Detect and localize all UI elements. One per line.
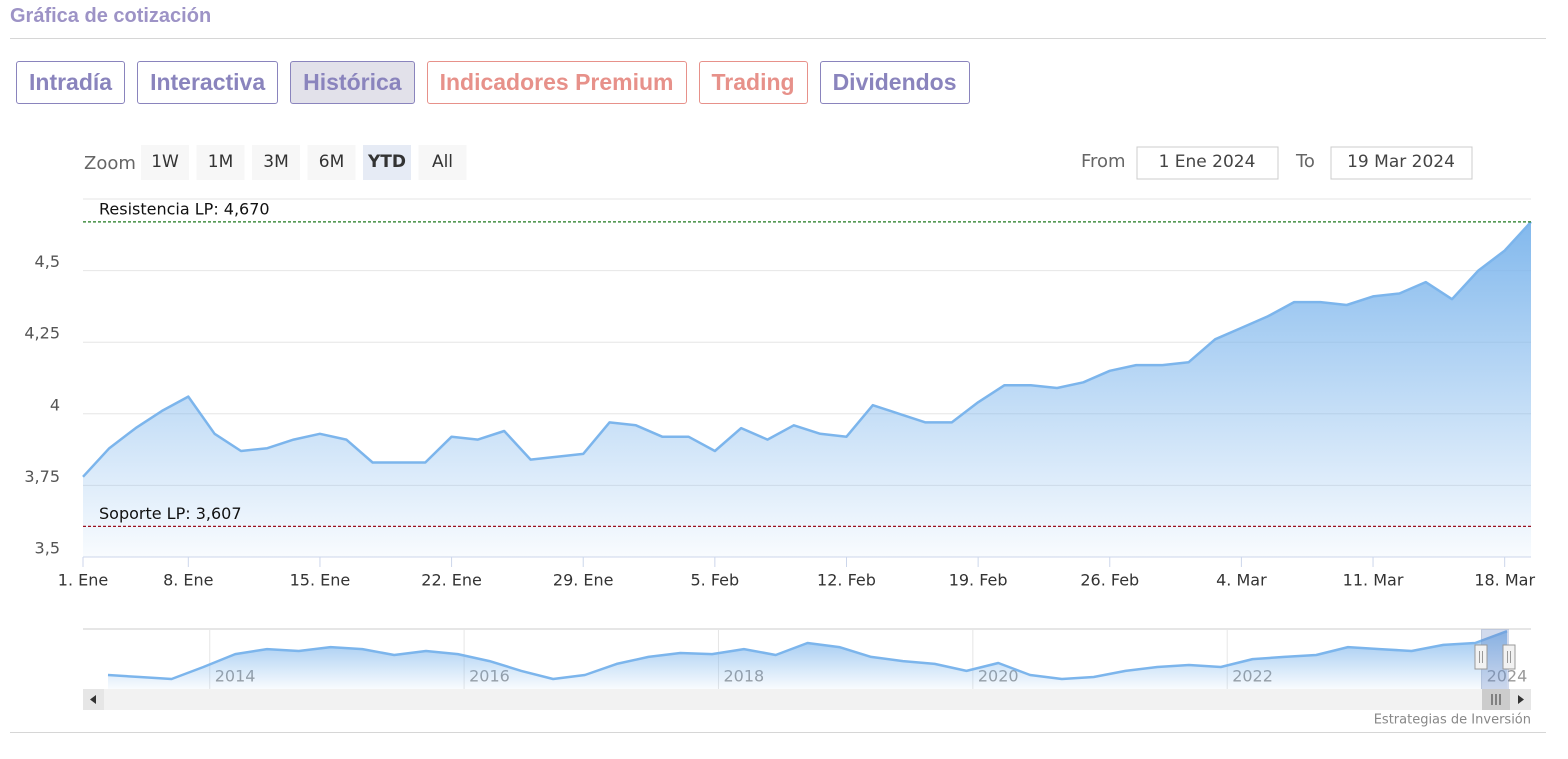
x-tick-label: 12. Feb xyxy=(817,571,876,590)
range-button-label[interactable]: 6M xyxy=(319,152,344,172)
to-label: To xyxy=(1295,151,1315,172)
range-button[interactable] xyxy=(307,145,356,180)
range-button-label[interactable]: All xyxy=(432,152,453,172)
date-input[interactable] xyxy=(1330,146,1473,180)
x-tick-label: 15. Ene xyxy=(290,571,351,590)
scrollbar-arrow xyxy=(90,695,96,704)
x-tick-label: 4. Mar xyxy=(1216,571,1267,590)
range-button-label[interactable]: YTD xyxy=(367,152,406,172)
x-tick-label: 29. Ene xyxy=(553,571,614,590)
credits: Estrategias de Inversión xyxy=(1374,713,1531,728)
x-tick-label: 18. Mar xyxy=(1474,571,1535,590)
y-tick-label: 3,5 xyxy=(35,539,60,558)
y-tick-label: 4,5 xyxy=(35,252,60,271)
y-tick-label: 4,25 xyxy=(24,324,60,343)
range-button-label[interactable]: 3M xyxy=(263,152,288,172)
navigator-handle[interactable] xyxy=(1502,644,1516,670)
tab[interactable]: Histórica xyxy=(290,61,415,104)
range-button[interactable] xyxy=(363,145,411,180)
tab[interactable]: Trading xyxy=(698,61,808,104)
x-tick-label: 1. Ene xyxy=(58,571,108,590)
tab[interactable]: Dividendos xyxy=(819,61,970,104)
y-tick-label: 4 xyxy=(50,395,60,414)
range-button[interactable] xyxy=(141,145,189,180)
x-tick-label: 22. Ene xyxy=(421,571,482,590)
price-line xyxy=(82,221,1532,478)
to-date: 19 Mar 2024 xyxy=(1347,152,1455,172)
plot-line-label: Soporte LP: 3,607 xyxy=(99,504,242,523)
price-area xyxy=(83,221,1531,557)
page-title: Gráfica de cotización xyxy=(10,5,212,27)
from-label: From xyxy=(1081,151,1126,172)
tab[interactable]: Indicadores Premium xyxy=(426,61,687,104)
scrollbar-arrow xyxy=(1518,695,1524,704)
y-tick-label: 3,75 xyxy=(24,467,60,486)
tab-bar: Intradía Interactiva Histórica Indicadores … xyxy=(16,61,970,104)
x-tick-label: 8. Ene xyxy=(163,571,213,590)
tab[interactable]: Intradía xyxy=(16,61,126,104)
tab[interactable]: Interactiva xyxy=(137,61,279,104)
x-tick-label: 11. Mar xyxy=(1343,571,1404,590)
range-button[interactable] xyxy=(252,145,300,180)
navigator-area xyxy=(108,631,1507,689)
range-button[interactable] xyxy=(196,145,245,180)
date-input[interactable] xyxy=(1136,146,1279,180)
zoom-label: Zoom xyxy=(84,153,136,174)
navigator-handle[interactable] xyxy=(1474,644,1488,670)
x-tick-label: 26. Feb xyxy=(1080,571,1139,590)
plot-line-label: Resistencia LP: 4,670 xyxy=(99,199,270,218)
from-date: 1 Ene 2024 xyxy=(1159,152,1256,172)
range-button-label[interactable]: 1M xyxy=(208,152,233,172)
divider xyxy=(10,38,1546,39)
range-button[interactable] xyxy=(418,145,467,180)
range-button-label[interactable]: 1W xyxy=(151,152,179,172)
scrollbar-track xyxy=(83,689,1531,710)
x-tick-label: 19. Feb xyxy=(949,571,1008,590)
divider xyxy=(10,732,1546,733)
navigator-line xyxy=(107,630,1508,681)
x-tick-label: 5. Feb xyxy=(691,571,740,590)
